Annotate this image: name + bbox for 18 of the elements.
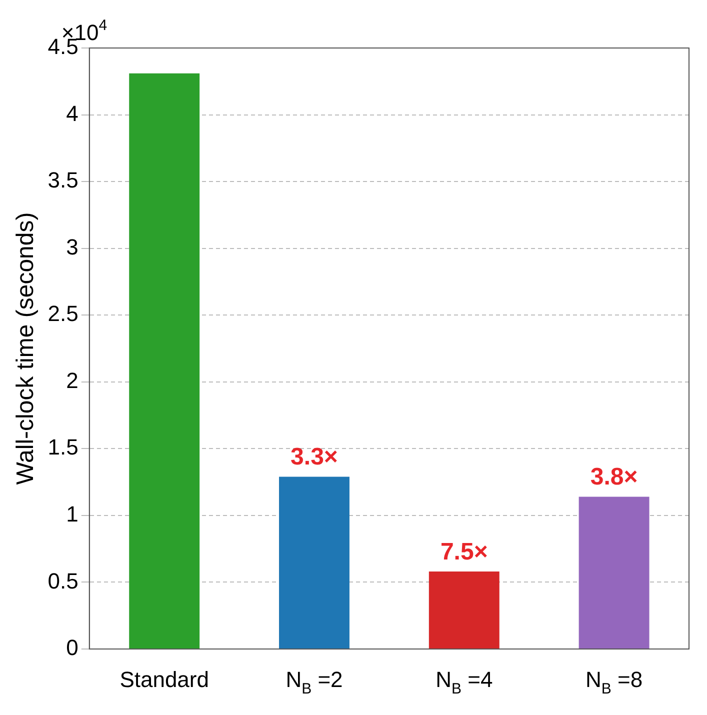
y-tick-label: 1	[66, 502, 78, 527]
y-axis-title: Wall-clock time (seconds)	[12, 212, 40, 485]
bar	[578, 496, 650, 648]
y-tick-label: 3.5	[48, 168, 78, 193]
y-tick-label: 2.5	[48, 301, 78, 326]
y-tick-label: 2	[66, 368, 78, 393]
y-tick-label: 3	[66, 234, 78, 260]
bar	[428, 572, 500, 648]
x-tick-label: Standard	[120, 667, 209, 692]
y-tick-label: 4	[66, 100, 78, 126]
y-tick-label: 0.5	[48, 568, 78, 594]
y-tick-label: 0	[66, 635, 78, 660]
annotation: 3.8×	[590, 464, 638, 491]
y-tick-label: 1.5	[48, 434, 78, 460]
bar	[129, 73, 200, 648]
bar	[279, 476, 350, 648]
annotation: 7.5×	[440, 538, 488, 566]
annotation: 3.3×	[290, 444, 338, 471]
